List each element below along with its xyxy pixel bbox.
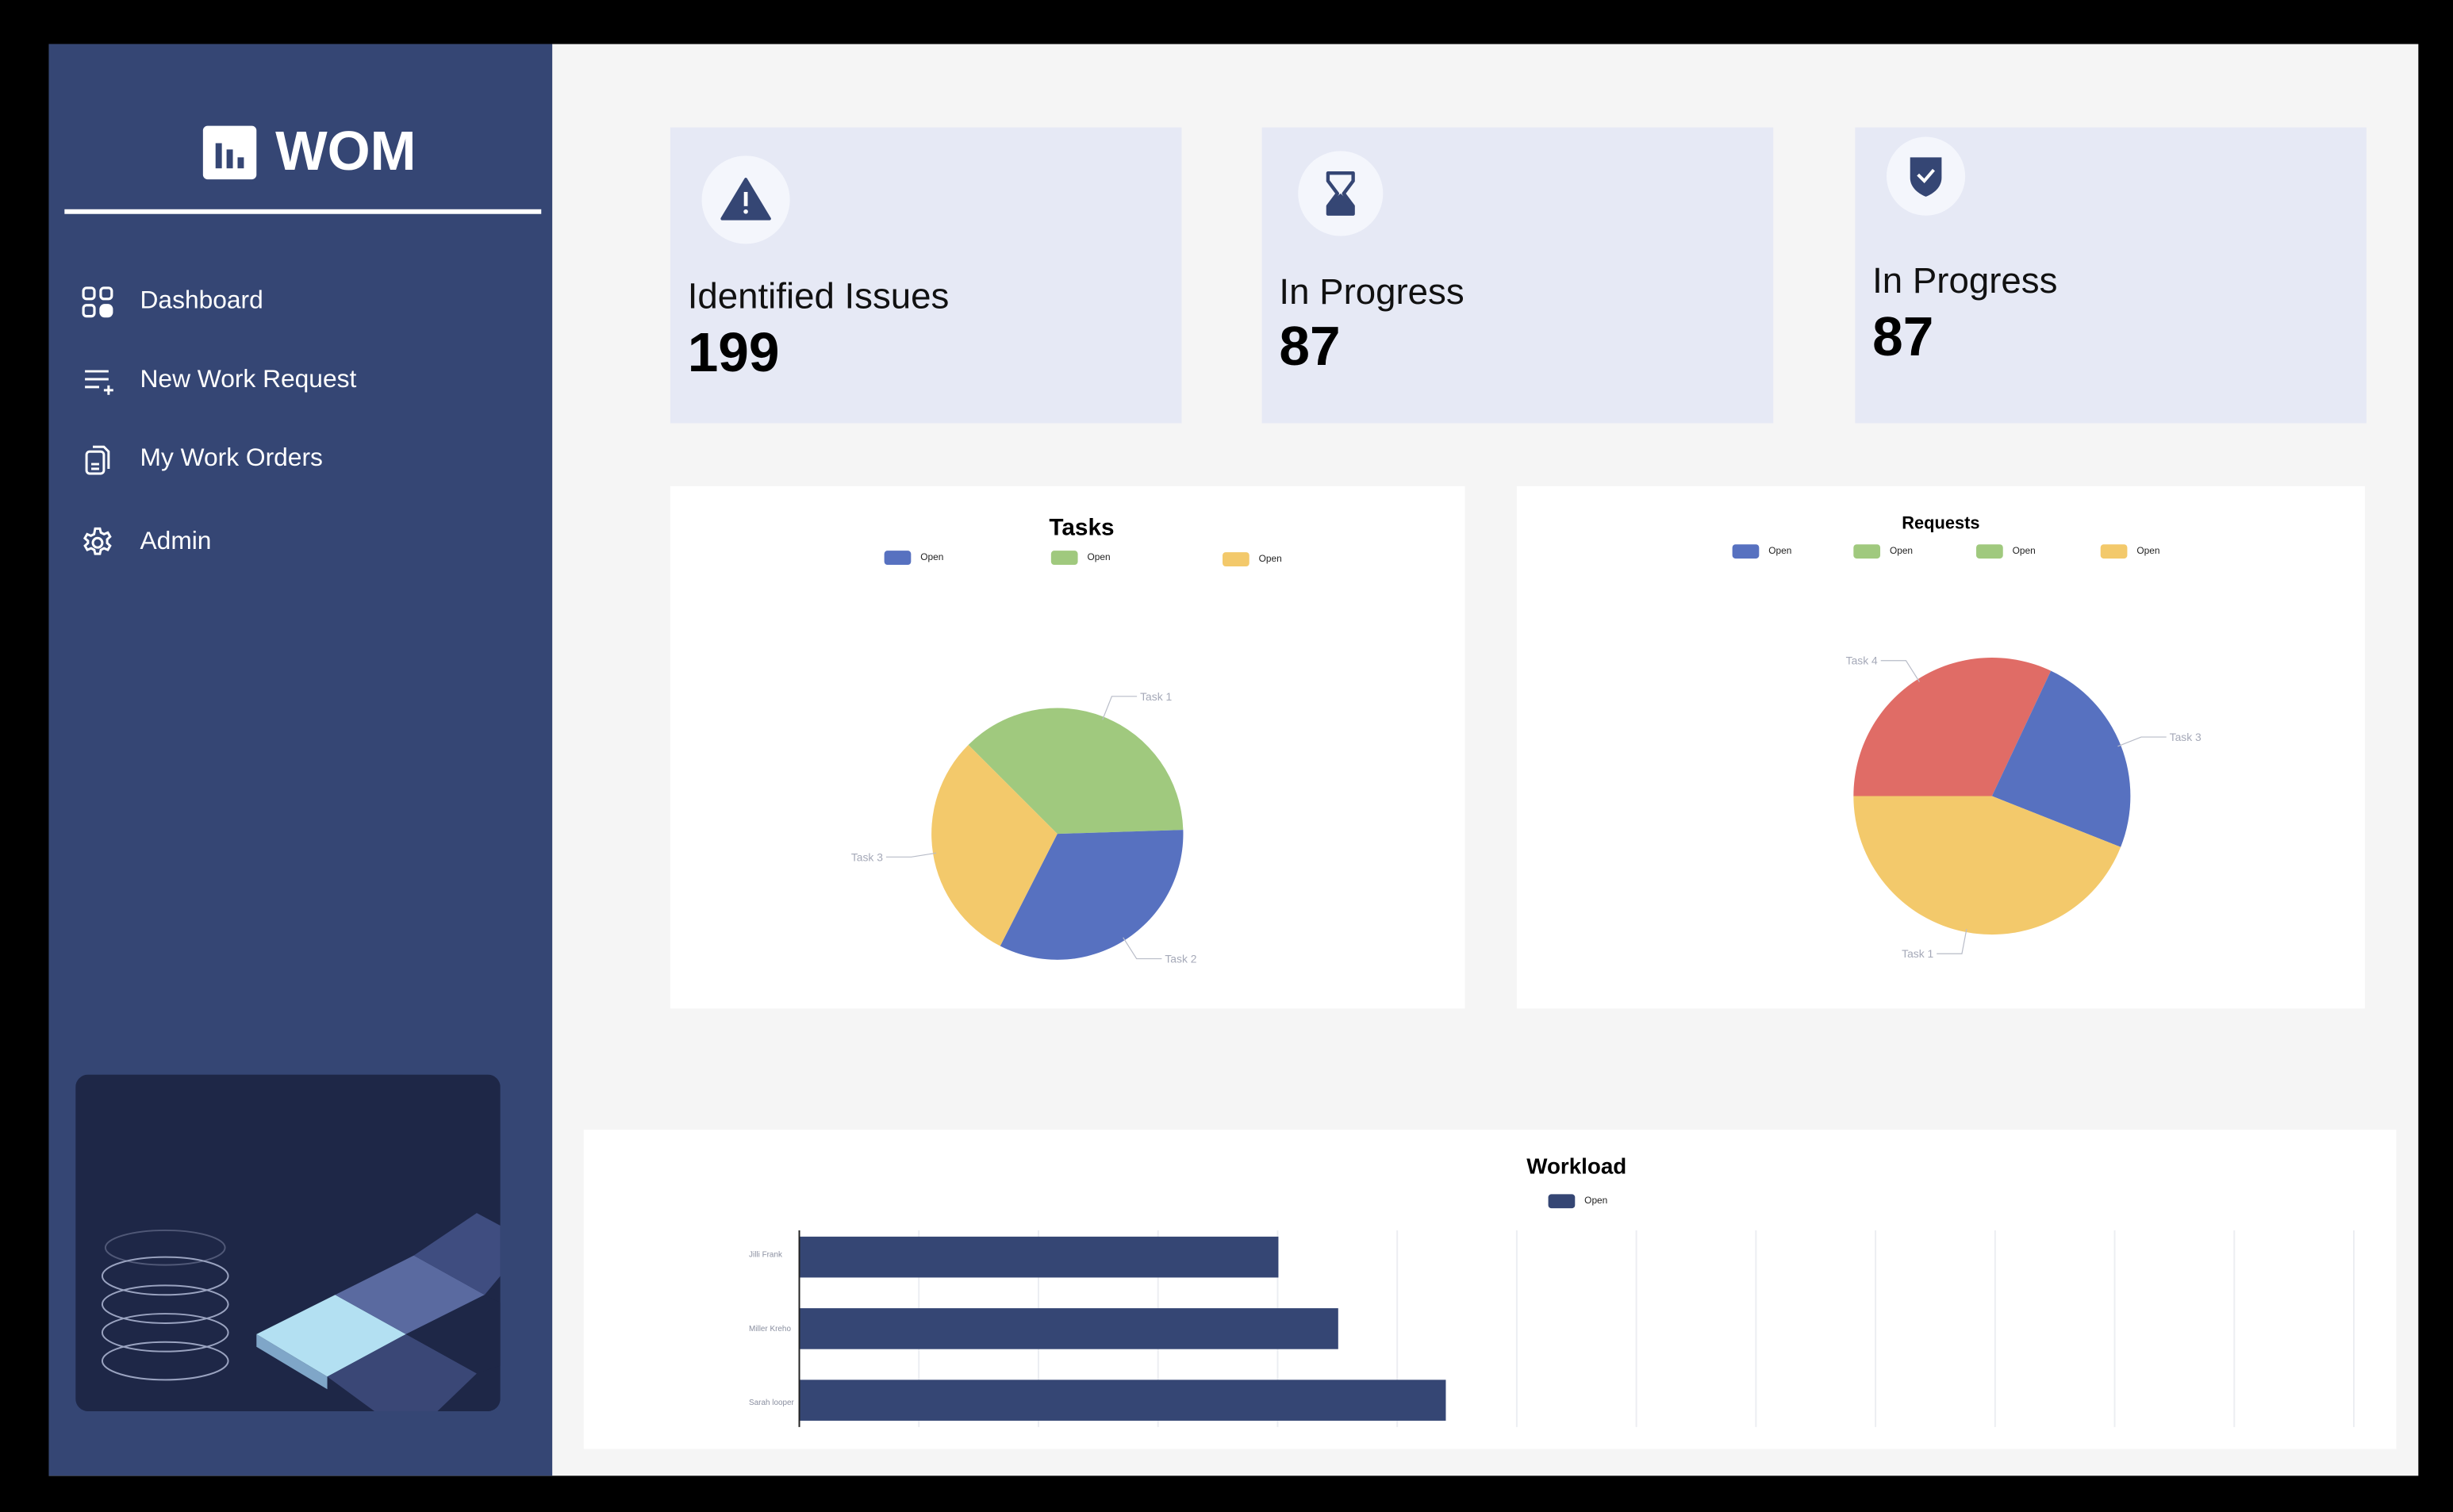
legend-item[interactable]: Open [2100, 544, 2160, 559]
bar-chart-icon [202, 125, 257, 180]
stat-card-identified-issues[interactable]: Identified Issues 199 [670, 127, 1182, 424]
app-screen: WOM Dashboard New Work Request My Work O… [48, 44, 2419, 1476]
legend-swatch [1548, 1194, 1576, 1209]
hourglass-icon [1298, 151, 1384, 236]
pie-label: Task 2 [1165, 953, 1196, 965]
category-label: Miller Kreho [749, 1324, 791, 1334]
stat-value: 87 [1279, 316, 1341, 378]
chart-title: Requests [1902, 514, 1980, 534]
legend-item[interactable]: Open [1976, 544, 2036, 559]
pie-label-line [1880, 660, 1920, 682]
sidebar: WOM Dashboard New Work Request My Work O… [48, 44, 553, 1476]
stat-label: In Progress [1279, 271, 1465, 312]
legend-label: Open [2136, 547, 2160, 557]
pie-slice[interactable] [931, 744, 1058, 946]
pie-label: Task 1 [1902, 947, 1933, 960]
sidebar-item-new-work-request[interactable]: New Work Request [80, 357, 356, 404]
sidebar-illustration [75, 1074, 501, 1412]
pie-slice[interactable] [1853, 796, 2121, 935]
legend-label: Open [1258, 555, 1282, 565]
pie-label-line [1102, 696, 1138, 720]
documents-icon [85, 445, 110, 475]
legend-swatch [884, 551, 912, 566]
bar[interactable] [800, 1380, 1446, 1421]
pie-label-line [1123, 937, 1162, 960]
legend-label: Open [920, 553, 944, 563]
shield-check-icon [1886, 136, 1966, 216]
legend-label: Open [1584, 1196, 1608, 1207]
grid-icon [82, 286, 113, 318]
legend-item[interactable]: Open [1223, 552, 1282, 566]
gear-icon [83, 527, 112, 555]
brand-name: WOM [275, 121, 417, 183]
stat-value: 199 [687, 322, 780, 384]
pie-label: Task 3 [2170, 731, 2202, 743]
legend-swatch [1223, 552, 1250, 566]
pie-label-line [885, 852, 937, 858]
chart-title: Workload [1526, 1153, 1627, 1179]
pie-label: Task 1 [1140, 690, 1172, 703]
legend-label: Open [1889, 547, 1914, 557]
pie-slice[interactable] [1000, 830, 1184, 960]
stat-value: 87 [1872, 306, 1934, 369]
workload-bars [798, 1230, 2355, 1427]
pie-label: Task 3 [851, 850, 883, 863]
stat-label: In Progress [1872, 259, 2058, 301]
requests-pie: Task 4 Task 3 Task 1 [1846, 654, 2202, 961]
bar[interactable] [800, 1308, 1338, 1349]
pie-slice[interactable] [968, 708, 1184, 835]
legend-item[interactable]: Open [884, 551, 944, 566]
category-label: Jilli Frank [749, 1250, 782, 1261]
pie-label: Task 4 [1846, 654, 1878, 667]
pie-label-line [2117, 736, 2167, 747]
sidebar-item-my-work-orders[interactable]: My Work Orders [80, 436, 323, 482]
list-add-icon [85, 370, 113, 395]
legend-swatch [1732, 544, 1760, 559]
sidebar-item-dashboard[interactable]: Dashboard [80, 278, 263, 325]
brand-logo[interactable]: WOM [202, 121, 417, 184]
sidebar-item-label: My Work Orders [140, 445, 323, 472]
legend-item[interactable]: Open [1732, 544, 1792, 559]
stat-card-in-progress[interactable]: In Progress 87 [1261, 127, 1774, 424]
pie-label-line [1937, 928, 1967, 954]
legend-swatch [1050, 551, 1078, 566]
stat-label: Identified Issues [687, 275, 950, 317]
bar[interactable] [800, 1236, 1279, 1278]
sidebar-divider [64, 209, 542, 214]
legend-item[interactable]: Open [1548, 1194, 1608, 1209]
category-label: Sarah looper [749, 1399, 794, 1409]
legend-item[interactable]: Open [1050, 551, 1111, 566]
sidebar-item-label: Admin [140, 528, 212, 556]
tasks-pie: Task 1 Task 2 Task 3 [851, 690, 1197, 965]
legend-label: Open [1087, 553, 1111, 563]
requests-chart-panel: Requests Open Open Open Open Task 4 Task … [1516, 485, 2365, 1009]
sidebar-item-label: Dashboard [140, 287, 263, 315]
sidebar-item-admin[interactable]: Admin [80, 519, 211, 566]
chart-title: Tasks [1049, 514, 1115, 542]
pie-slice[interactable] [1991, 670, 2131, 847]
legend-item[interactable]: Open [1853, 544, 1914, 559]
workload-chart-panel: Workload Open Jilli Frank Miller Kreho S… [583, 1130, 2397, 1449]
legend-label: Open [1768, 547, 1792, 557]
legend-swatch [1853, 544, 1881, 559]
legend-swatch [1976, 544, 2003, 559]
sidebar-item-label: New Work Request [140, 366, 357, 393]
warning-icon [701, 155, 790, 244]
legend-label: Open [2012, 547, 2036, 557]
stat-card-in-progress-2[interactable]: In Progress 87 [1855, 127, 2367, 424]
pie-slice[interactable] [1853, 658, 2052, 796]
legend-swatch [2100, 544, 2128, 559]
tasks-chart-panel: Tasks Open Open Open Task 1 Task 2 Task 3 [670, 485, 1465, 1009]
